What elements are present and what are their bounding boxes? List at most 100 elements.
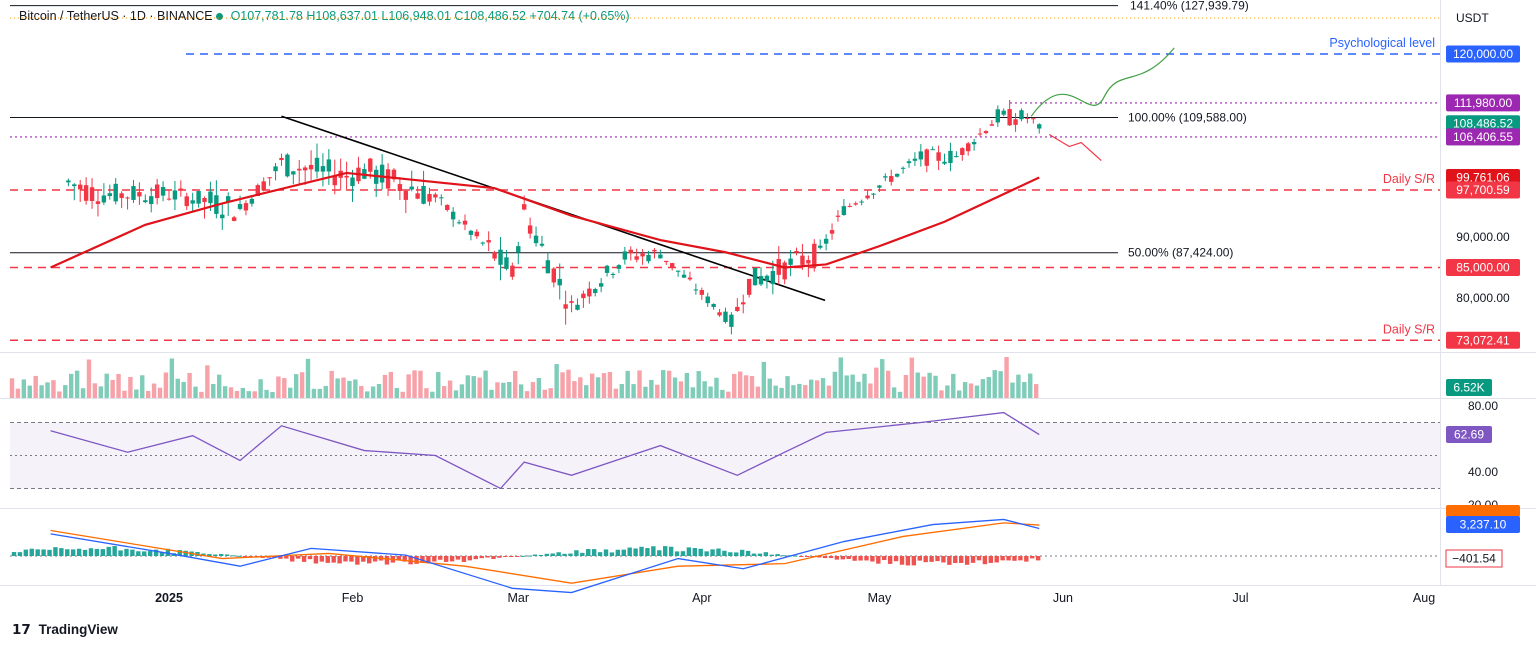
volume-bar [921, 376, 926, 398]
histogram-bar [905, 556, 911, 566]
histogram-bar [834, 556, 840, 560]
candle [587, 281, 592, 304]
candle-body [894, 173, 900, 177]
price-tag-label: 111,980.00 [1454, 96, 1513, 110]
candle-body [877, 185, 882, 188]
candle-body [486, 240, 491, 243]
candle-body [687, 277, 693, 280]
candle-body [587, 288, 592, 297]
histogram-bar [319, 556, 325, 562]
histogram-bar [651, 546, 656, 556]
macd-tag-label: 3,237.10 [1460, 518, 1507, 532]
price-axis-label: 80,000.00 [1456, 291, 1510, 305]
volume-bar [779, 387, 784, 398]
volume-bar [27, 385, 32, 398]
candle-body [226, 196, 231, 203]
tradingview-logo[interactable]: 𝟭𝟳 TradingView [12, 622, 118, 638]
candle-body [433, 194, 438, 198]
histogram-bar [71, 549, 76, 556]
volume-bar [33, 375, 38, 398]
candle [320, 153, 326, 187]
histogram-bar [65, 549, 70, 556]
volume-bar [755, 386, 761, 398]
candle [1031, 117, 1036, 124]
candle [527, 217, 533, 239]
candle [569, 295, 574, 313]
histogram-bar [515, 556, 520, 557]
candle [214, 180, 219, 219]
histogram-bar [716, 548, 721, 556]
candle [166, 190, 172, 201]
candle-body [622, 251, 628, 260]
histogram-bar [621, 549, 626, 556]
volume-bar [293, 374, 299, 398]
candle-body [853, 203, 858, 205]
histogram-bar [325, 556, 330, 563]
histogram-bar [893, 556, 899, 562]
candle-body [421, 186, 426, 204]
volume-bar [69, 373, 74, 398]
candle-body [160, 187, 166, 196]
histogram-bar [982, 556, 988, 565]
fib-label: 100.00% (109,588.00) [1128, 111, 1247, 125]
candle-body [350, 177, 355, 186]
histogram-bar [384, 556, 390, 565]
histogram-bar [284, 556, 289, 559]
candle [249, 196, 255, 207]
candle [812, 239, 817, 272]
candle-body [557, 278, 562, 286]
candle-body [930, 149, 935, 151]
candle-body [593, 289, 598, 294]
candle [593, 287, 598, 297]
candle [906, 158, 912, 168]
volume-bar [1028, 373, 1033, 398]
candle-body [178, 188, 184, 190]
histogram-bar [443, 556, 449, 562]
candle-body [563, 304, 568, 309]
volume-bar [589, 373, 595, 398]
volume-bar [51, 380, 56, 398]
candle-body [279, 157, 284, 161]
candle-body [966, 143, 971, 152]
price-tag [1446, 181, 1520, 199]
price-tag-label: 73,072.41 [1456, 333, 1510, 347]
candle-body [78, 184, 83, 190]
candle [977, 128, 983, 137]
candle-body [906, 161, 912, 164]
candle [326, 149, 332, 185]
volume-bar [270, 391, 275, 398]
histogram-bar [887, 556, 893, 564]
histogram-bar [544, 553, 549, 556]
histogram-bar [426, 556, 431, 564]
candle [131, 179, 136, 203]
candle [664, 260, 669, 265]
candles [66, 100, 1042, 335]
candle-body [125, 197, 130, 199]
price-tag [1446, 94, 1520, 112]
volume-bar [909, 357, 915, 398]
histogram-bar [41, 549, 46, 556]
histogram-bar [47, 549, 52, 556]
candle-body [658, 254, 663, 259]
candle [403, 189, 408, 214]
histogram-bar [361, 556, 366, 562]
histogram-bar [562, 553, 567, 556]
histogram-bar [953, 556, 958, 564]
volume-bar [595, 377, 601, 398]
candle-body [255, 185, 260, 196]
price-axis-label: 90,000.00 [1456, 230, 1510, 244]
candle [486, 231, 491, 252]
level-label: Daily S/R [1383, 322, 1435, 336]
volume-bar [939, 390, 944, 398]
candle-body [172, 190, 178, 200]
candle [474, 229, 480, 239]
candle-body [883, 176, 888, 178]
candle [273, 163, 278, 181]
candle-body [83, 185, 89, 201]
volume-bar [63, 385, 68, 398]
volume-bar [832, 371, 838, 398]
candle-body [202, 198, 207, 203]
volume-bar [826, 385, 832, 398]
candle-body [989, 124, 995, 126]
